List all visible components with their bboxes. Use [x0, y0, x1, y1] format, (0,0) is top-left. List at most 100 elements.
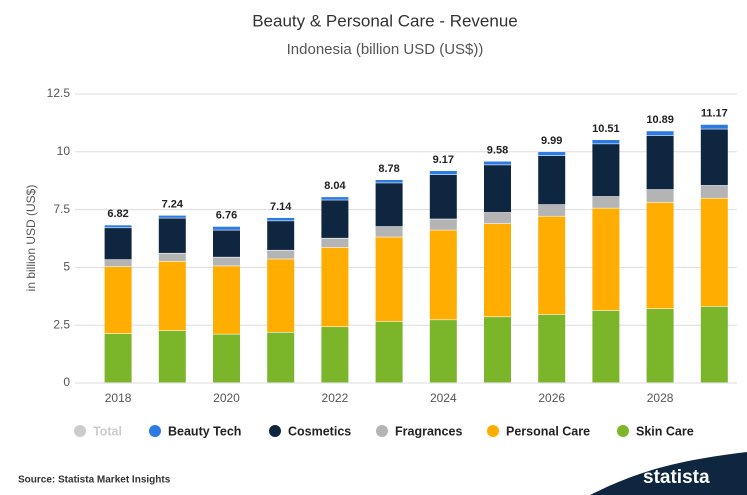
bar-segment	[213, 226, 240, 230]
bar-segment	[321, 200, 349, 238]
bar-segment	[592, 140, 620, 144]
logo-wave	[590, 452, 747, 495]
y-tick-label: 0	[63, 375, 70, 389]
bar-segment	[646, 202, 674, 309]
bar-segment	[429, 174, 457, 219]
bar-segment	[104, 228, 132, 260]
bar-segment	[213, 266, 240, 334]
bar-segment	[484, 165, 511, 213]
total-label: 8.78	[378, 163, 399, 175]
legend-marker	[74, 425, 86, 437]
bar-segment	[321, 238, 349, 248]
total-label: 7.14	[270, 201, 292, 213]
source: Source: Statista Market Insights	[18, 475, 171, 486]
x-tick-label: 2020	[213, 391, 240, 405]
y-axis-label: in billion USD (US$)	[24, 185, 38, 292]
bar-segment	[646, 135, 674, 190]
bar-segment	[484, 317, 511, 383]
bar-segment	[104, 333, 132, 383]
total-label: 6.76	[216, 210, 237, 222]
bar-segment	[375, 237, 403, 322]
bar-segment	[646, 189, 674, 203]
x-tick-label: 2026	[538, 391, 565, 405]
bar-segment	[321, 247, 349, 327]
legend-marker	[487, 425, 499, 437]
legend-label: Fragrances	[395, 424, 462, 438]
bar-segment	[375, 180, 403, 183]
legend-marker	[617, 425, 629, 437]
bar-segment	[700, 124, 728, 129]
chart-subtitle: Indonesia (billion USD (US$))	[287, 41, 484, 58]
legend-label: Cosmetics	[288, 424, 351, 438]
bar-segment	[321, 327, 349, 383]
legend-label: Skin Care	[636, 424, 694, 438]
total-label: 11.17	[701, 108, 728, 120]
bar-segment	[213, 230, 240, 257]
bar-segment	[158, 261, 186, 331]
bar-segment	[267, 332, 295, 383]
legend-label: Beauty Tech	[168, 424, 241, 438]
y-tick-label: 12.5	[47, 86, 71, 100]
bar-segment	[592, 144, 620, 197]
bar-segment	[429, 230, 457, 320]
chart-title: Beauty & Personal Care - Revenue	[252, 11, 518, 30]
bar-segment	[700, 129, 728, 186]
total-label: 10.51	[592, 123, 620, 135]
y-tick-label: 5	[63, 260, 70, 274]
bar-segment	[646, 131, 674, 136]
y-tick-label: 10	[57, 144, 71, 158]
bar-segment	[267, 217, 295, 221]
bar-segment	[158, 330, 186, 383]
bar-segment	[646, 309, 674, 383]
bar-segment	[213, 334, 240, 383]
total-label: 9.17	[433, 154, 454, 166]
bar-segment	[538, 204, 566, 216]
legend-label: Total	[93, 424, 122, 438]
bar-segment	[429, 170, 457, 175]
bar-segment	[538, 216, 566, 315]
bar-segment	[592, 208, 620, 311]
x-tick-label: 2018	[105, 391, 132, 405]
bar-segment	[158, 218, 186, 253]
bar-segment	[484, 161, 511, 165]
bar-segment	[158, 253, 186, 262]
bar-segment	[700, 185, 728, 198]
legend-label: Personal Care	[506, 424, 590, 438]
bar-segment	[104, 225, 132, 228]
bar-segment	[538, 152, 566, 156]
legend-marker	[376, 425, 388, 437]
bar-segment	[267, 221, 295, 250]
total-label: 7.24	[162, 199, 184, 211]
total-label: 9.99	[541, 135, 562, 147]
bar-segment	[104, 266, 132, 334]
total-label: 10.89	[646, 114, 674, 126]
bar-segment	[429, 219, 457, 230]
bar-segment	[213, 257, 240, 266]
y-tick-label: 7.5	[53, 202, 70, 216]
y-tick-label: 2.5	[53, 317, 70, 331]
bar-segment	[104, 260, 132, 267]
bar-segment	[538, 155, 566, 205]
bar-segment	[429, 320, 457, 383]
bar-segment	[267, 259, 295, 332]
total-label: 8.04	[324, 180, 346, 192]
total-label: 6.82	[107, 208, 128, 220]
x-tick-label: 2022	[322, 391, 349, 405]
bar-segment	[592, 310, 620, 383]
logo: statista	[643, 467, 710, 488]
x-tick-label: 2024	[430, 391, 457, 405]
bar-segment	[158, 215, 186, 218]
bar-segment	[267, 250, 295, 259]
bar-segment	[321, 197, 349, 200]
bar-segment	[538, 314, 566, 383]
bar-segment	[375, 183, 403, 227]
bar-segment	[484, 223, 511, 317]
bar-segment	[484, 212, 511, 224]
legend-marker	[269, 425, 281, 437]
bar-segment	[700, 306, 728, 383]
bar-segment	[375, 321, 403, 383]
bar-segment	[700, 198, 728, 307]
total-label: 9.58	[487, 144, 508, 156]
bar-segment	[375, 226, 403, 237]
